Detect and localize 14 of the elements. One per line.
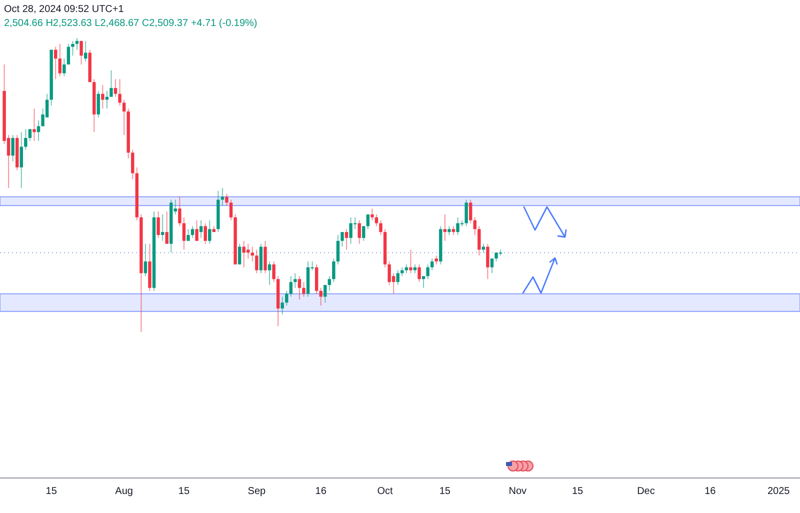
- x-tick-label: Oct: [377, 486, 394, 497]
- x-tick-label: 15: [439, 486, 451, 497]
- chart-subtitle: 2,504.66 H2,523.63 L2,468.67 C2,509.37 +4.71 (-0.19%): [4, 18, 258, 29]
- x-tick-label: Aug: [115, 486, 133, 497]
- x-tick-label: 15: [178, 486, 190, 497]
- x-tick-label: 16: [315, 486, 327, 497]
- x-tick-label: Sep: [248, 486, 266, 497]
- chart-title: Oct 28, 2024 09:52 UTC+1: [4, 4, 124, 15]
- x-tick-label: Nov: [508, 486, 527, 497]
- x-tick-label: 16: [704, 486, 716, 497]
- x-tick-label: 15: [572, 486, 584, 497]
- x-tick-label: Dec: [637, 486, 655, 497]
- x-tick-label: 15: [46, 486, 58, 497]
- x-tick-label: 2025: [767, 486, 790, 497]
